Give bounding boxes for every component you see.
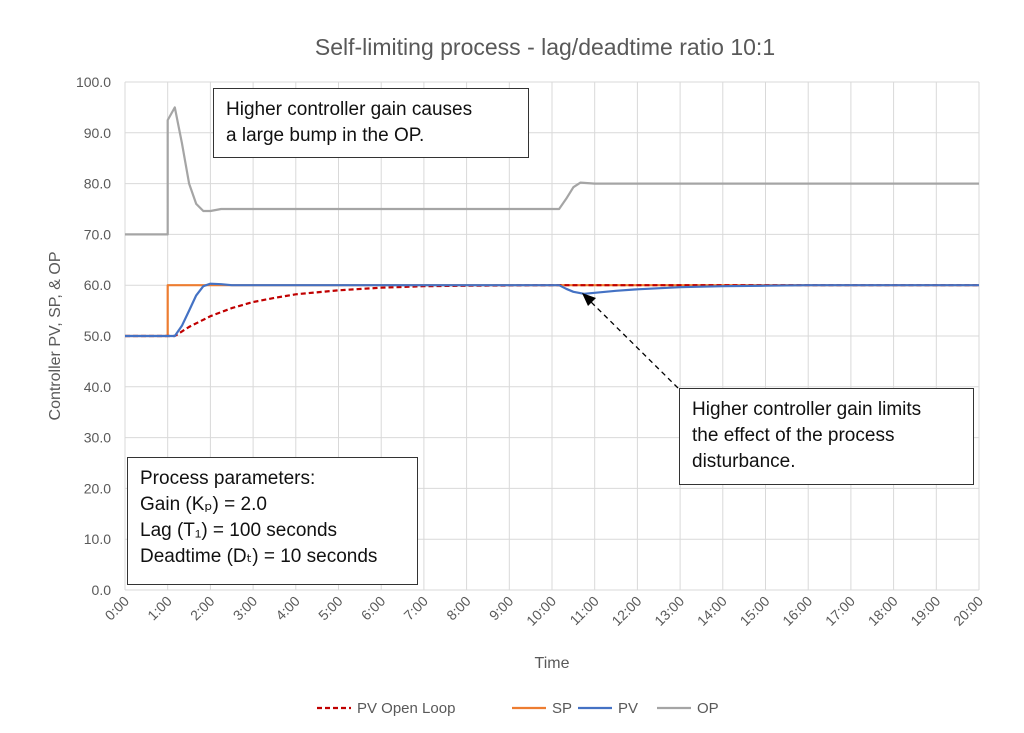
annotation-line: Lag (T₁) = 100 seconds xyxy=(140,520,338,541)
series-line-pv-open-loop xyxy=(125,284,979,338)
annotation-disturbance: Higher controller gain limits the effect… xyxy=(679,388,974,485)
x-tick-label: 7:00 xyxy=(400,593,431,624)
x-tick-label: 19:00 xyxy=(907,593,943,629)
legend-label: SP xyxy=(552,700,572,717)
x-tick-label: 3:00 xyxy=(230,593,261,624)
y-tick-label: 70.0 xyxy=(84,226,111,242)
annotation-line: the effect of the process xyxy=(692,425,895,446)
x-tick-label: 10:00 xyxy=(523,593,559,629)
y-tick-label: 30.0 xyxy=(84,430,111,446)
x-tick-label: 11:00 xyxy=(566,593,602,629)
y-tick-label: 10.0 xyxy=(84,531,111,547)
annotation-line: Higher controller gain causes xyxy=(226,99,473,120)
annotation-line: Process parameters: xyxy=(140,468,316,489)
y-tick-label: 60.0 xyxy=(84,277,111,293)
x-tick-label: 9:00 xyxy=(486,593,517,624)
y-tick-label: 90.0 xyxy=(84,125,111,141)
x-tick-label: 1:00 xyxy=(144,593,175,624)
annotation-line: Deadtime (Dₜ) = 10 seconds xyxy=(140,546,378,567)
y-axis-label: Controller PV, SP, & OP xyxy=(47,252,64,421)
x-tick-label: 16:00 xyxy=(779,593,815,629)
x-tick-label: 18:00 xyxy=(865,593,901,629)
legend-label: PV xyxy=(618,700,638,717)
x-tick-label: 12:00 xyxy=(608,593,644,629)
x-tick-label: 2:00 xyxy=(187,593,218,624)
y-tick-label: 0.0 xyxy=(92,582,112,598)
x-tick-label: 13:00 xyxy=(651,593,687,629)
annotation-line: Higher controller gain limits xyxy=(692,399,922,420)
x-tick-label: 15:00 xyxy=(737,593,773,629)
y-tick-label: 40.0 xyxy=(84,379,111,395)
annotation-line: disturbance. xyxy=(692,451,796,472)
x-tick-label: 5:00 xyxy=(315,593,346,624)
y-tick-label: 80.0 xyxy=(84,176,111,192)
annotation-process-parameters: Process parameters: Gain (Kₚ) = 2.0 Lag … xyxy=(127,457,418,585)
x-tick-label: 17:00 xyxy=(822,593,858,629)
legend-label: PV Open Loop xyxy=(357,700,455,717)
y-tick-label: 50.0 xyxy=(84,328,111,344)
x-tick-label: 8:00 xyxy=(443,593,474,624)
x-axis-label: Time xyxy=(535,655,570,672)
annotation-op-bump: Higher controller gain causes a large bu… xyxy=(213,88,529,158)
chart-title: Self-limiting process - lag/deadtime rat… xyxy=(315,34,775,60)
x-tick-label: 4:00 xyxy=(272,593,303,624)
annotation-line: a large bump in the OP. xyxy=(226,125,425,146)
annotation-arrow xyxy=(582,293,679,389)
x-tick-label: 20:00 xyxy=(950,593,986,629)
series-line-pv xyxy=(125,282,979,338)
y-tick-label: 20.0 xyxy=(84,480,111,496)
series-line-op xyxy=(125,106,979,236)
x-tick-label: 6:00 xyxy=(358,593,389,624)
y-tick-label: 100.0 xyxy=(76,74,111,90)
annotation-line: Gain (Kₚ) = 2.0 xyxy=(140,494,267,515)
x-tick-label: 14:00 xyxy=(694,593,730,629)
legend-label: OP xyxy=(697,700,719,717)
